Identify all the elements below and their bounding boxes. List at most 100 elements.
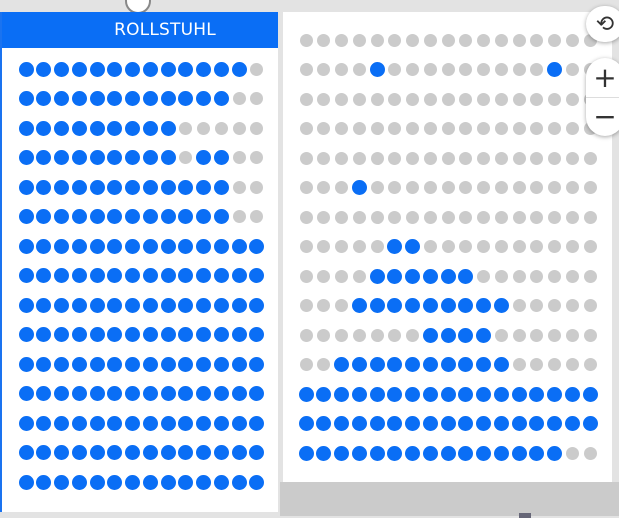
seat-available[interactable]	[142, 238, 158, 254]
seat-available[interactable]	[160, 415, 176, 431]
seat-available[interactable]	[160, 268, 176, 283]
seat-available[interactable]	[18, 209, 34, 224]
seat-available[interactable]	[18, 61, 34, 77]
seat-available[interactable]	[142, 297, 158, 313]
seat-available[interactable]	[178, 209, 194, 224]
seat-available[interactable]	[71, 150, 87, 165]
seat-available[interactable]	[107, 356, 123, 372]
seat-available[interactable]	[529, 416, 545, 431]
seat-available[interactable]	[18, 356, 34, 372]
seat-available[interactable]	[458, 416, 474, 431]
seat-available[interactable]	[476, 445, 491, 461]
seat-available[interactable]	[71, 356, 87, 372]
seat-available[interactable]	[107, 238, 123, 254]
seat-available[interactable]	[178, 268, 194, 283]
seat-available[interactable]	[142, 474, 158, 490]
seat-available[interactable]	[231, 445, 247, 460]
seat-available[interactable]	[89, 150, 105, 165]
seat-available[interactable]	[476, 386, 491, 402]
seat-available[interactable]	[107, 474, 123, 490]
seat-available[interactable]	[249, 327, 265, 342]
seat-available[interactable]	[387, 386, 403, 402]
seat-available[interactable]	[125, 474, 140, 490]
seat-available[interactable]	[160, 209, 176, 224]
seat-available[interactable]	[71, 386, 87, 401]
seat-available[interactable]	[125, 268, 140, 283]
seat-available[interactable]	[547, 386, 562, 402]
seat-available[interactable]	[71, 209, 87, 224]
seat-available[interactable]	[54, 150, 69, 165]
seat-available[interactable]	[142, 356, 158, 372]
seat-available[interactable]	[440, 327, 456, 343]
seat-available[interactable]	[36, 445, 52, 460]
seat-available[interactable]	[231, 386, 247, 401]
seat-available[interactable]	[440, 357, 456, 372]
seat-available[interactable]	[89, 327, 105, 342]
seat-available[interactable]	[178, 386, 194, 401]
seat-available[interactable]	[160, 150, 176, 165]
seat-available[interactable]	[125, 91, 140, 106]
seat-available[interactable]	[71, 61, 87, 77]
seat-available[interactable]	[387, 357, 403, 372]
seat-available[interactable]	[369, 268, 385, 284]
seat-available[interactable]	[387, 268, 403, 284]
seat-available[interactable]	[125, 445, 140, 460]
seat-available[interactable]	[36, 91, 52, 106]
seat-available[interactable]	[89, 445, 105, 460]
seat-available[interactable]	[405, 445, 420, 461]
seat-available[interactable]	[160, 356, 176, 372]
seat-available[interactable]	[316, 445, 332, 461]
seat-available[interactable]	[316, 386, 332, 402]
seat-available[interactable]	[458, 357, 474, 372]
seat-available[interactable]	[54, 209, 69, 224]
seat-available[interactable]	[71, 179, 87, 195]
seat-available[interactable]	[547, 416, 562, 431]
seat-available[interactable]	[54, 179, 69, 195]
seat-available[interactable]	[298, 416, 314, 431]
resize-handle[interactable]	[519, 513, 531, 518]
seat-available[interactable]	[511, 445, 527, 461]
seat-available[interactable]	[71, 120, 87, 136]
seat-available[interactable]	[351, 180, 367, 195]
seat-available[interactable]	[89, 415, 105, 431]
seat-available[interactable]	[476, 327, 491, 343]
seat-available[interactable]	[36, 415, 52, 431]
seat-available[interactable]	[71, 268, 87, 283]
seat-available[interactable]	[18, 120, 34, 136]
seat-available[interactable]	[125, 150, 140, 165]
seat-available[interactable]	[334, 357, 349, 372]
seat-available[interactable]	[125, 238, 140, 254]
seat-available[interactable]	[231, 61, 247, 77]
seat-available[interactable]	[142, 91, 158, 106]
seat-available[interactable]	[369, 298, 385, 313]
seat-available[interactable]	[18, 445, 34, 460]
seat-available[interactable]	[54, 120, 69, 136]
seat-available[interactable]	[231, 297, 247, 313]
seat-available[interactable]	[213, 268, 229, 283]
seat-available[interactable]	[196, 474, 211, 490]
seat-available[interactable]	[89, 386, 105, 401]
seat-available[interactable]	[142, 209, 158, 224]
seat-available[interactable]	[107, 61, 123, 77]
seat-available[interactable]	[529, 445, 545, 461]
seat-available[interactable]	[71, 297, 87, 313]
seat-available[interactable]	[36, 179, 52, 195]
seat-available[interactable]	[440, 298, 456, 313]
seat-available[interactable]	[547, 445, 562, 461]
seat-available[interactable]	[142, 61, 158, 77]
seat-available[interactable]	[422, 298, 438, 313]
seat-available[interactable]	[231, 268, 247, 283]
seat-available[interactable]	[160, 386, 176, 401]
seat-available[interactable]	[89, 179, 105, 195]
seat-available[interactable]	[387, 416, 403, 431]
seat-available[interactable]	[369, 386, 385, 402]
seat-available[interactable]	[89, 356, 105, 372]
seat-available[interactable]	[213, 474, 229, 490]
seat-available[interactable]	[18, 474, 34, 490]
seat-available[interactable]	[298, 445, 314, 461]
seat-available[interactable]	[422, 416, 438, 431]
seat-available[interactable]	[125, 327, 140, 342]
seat-available[interactable]	[89, 91, 105, 106]
seat-available[interactable]	[564, 416, 580, 431]
seat-available[interactable]	[107, 120, 123, 136]
